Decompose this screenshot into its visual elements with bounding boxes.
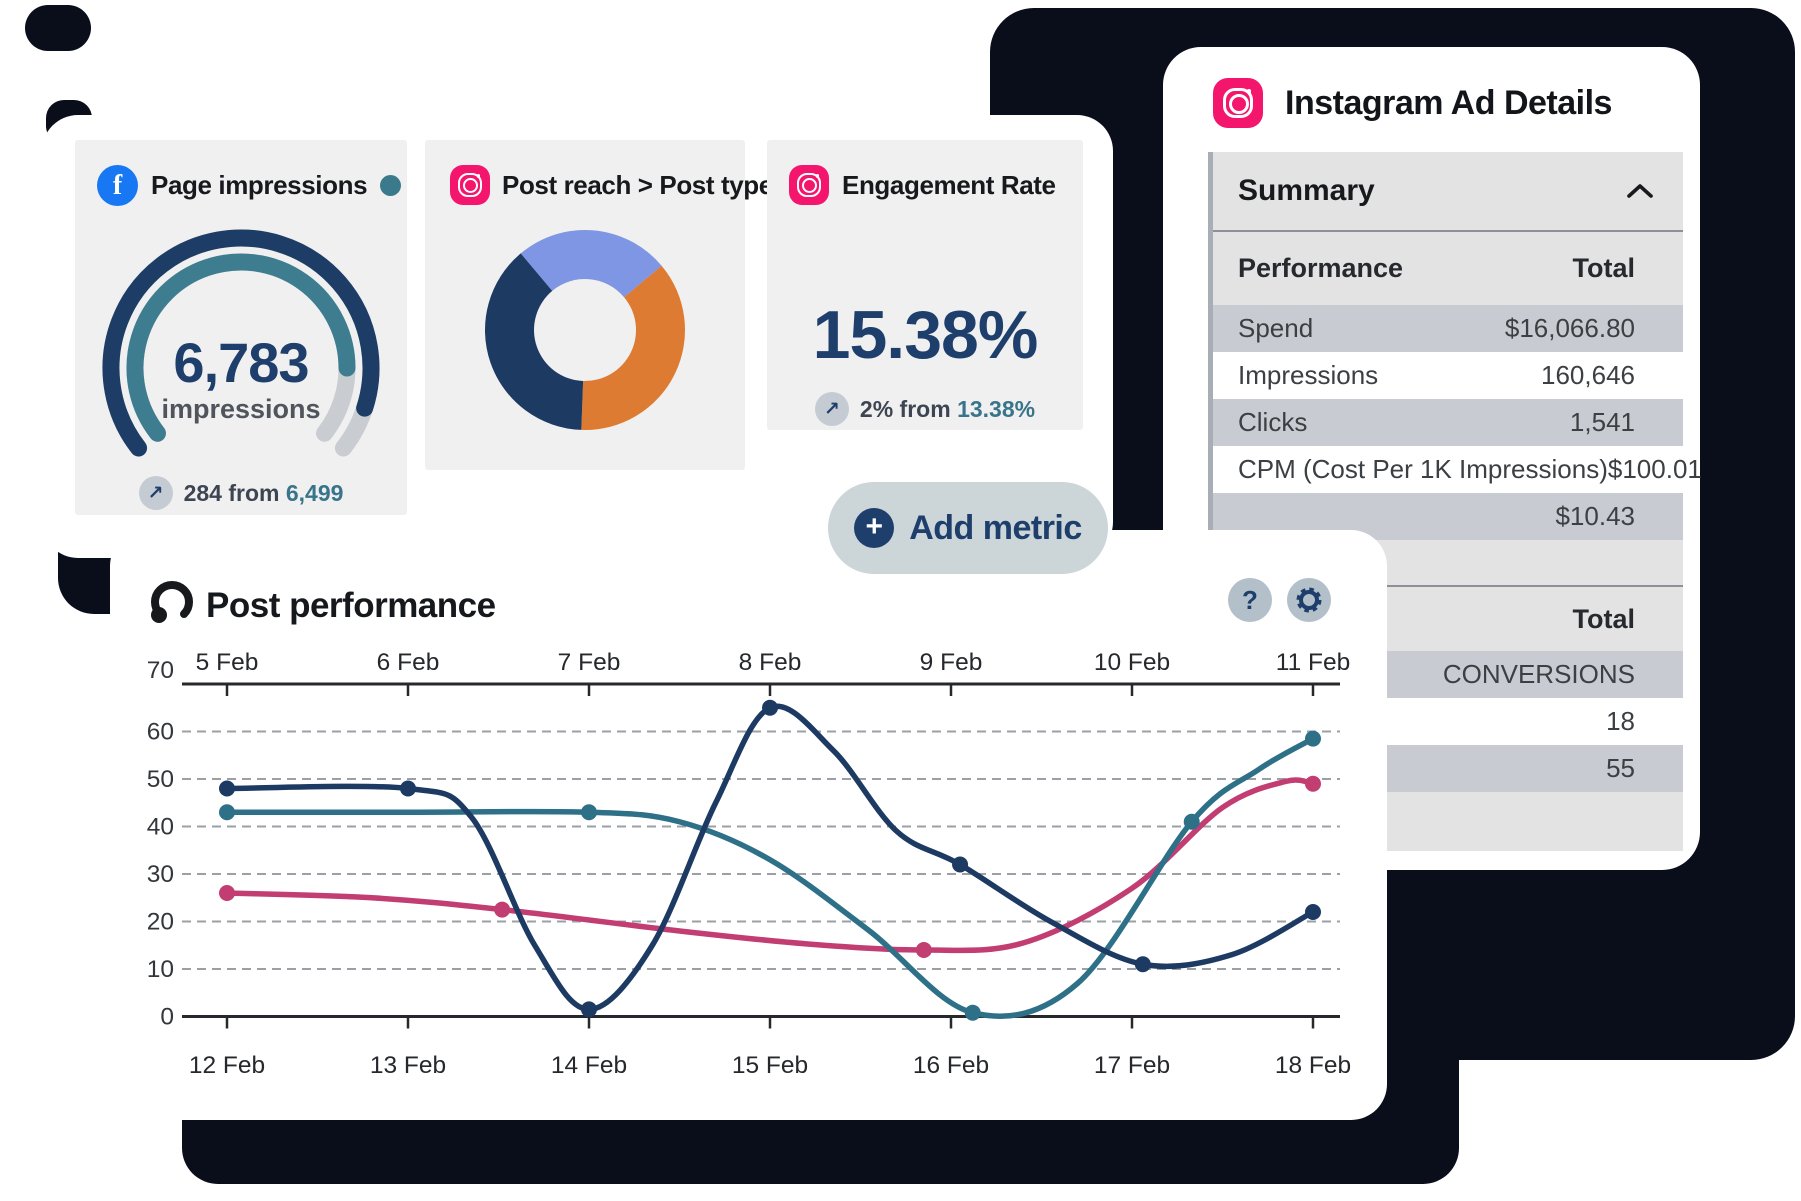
column-label: Performance — [1238, 253, 1404, 283]
svg-text:40: 40 — [147, 814, 174, 841]
engagement-rate-value: 15.38% — [812, 297, 1039, 373]
trend-up-icon: ↗ — [138, 476, 173, 510]
impressions-unit: impressions — [161, 394, 321, 424]
svg-text:7 Feb: 7 Feb — [558, 649, 621, 676]
summary-section-header[interactable]: Summary — [1213, 152, 1683, 230]
svg-text:20: 20 — [147, 909, 174, 936]
table-row: Impressions 160,646 — [1213, 352, 1683, 399]
row-label: CPM (Cost Per 1K Impressions) — [1238, 454, 1608, 484]
svg-text:17 Feb: 17 Feb — [1094, 1052, 1170, 1079]
instagram-icon — [450, 165, 490, 205]
svg-text:0: 0 — [160, 1004, 174, 1031]
svg-text:60: 60 — [147, 719, 174, 746]
add-metric-label: Add metric — [909, 508, 1082, 547]
row-value: $16,066.80 — [1504, 313, 1635, 343]
page-impressions-tile[interactable]: f Page impressions 6,783 impressions ↗ 2… — [75, 140, 407, 515]
svg-text:8 Feb: 8 Feb — [739, 649, 802, 676]
tile-title: Engagement Rate — [842, 169, 1056, 200]
performance-column-header: Performance Total — [1213, 232, 1683, 305]
row-value: 55 — [1606, 753, 1635, 783]
svg-text:70: 70 — [147, 657, 174, 684]
svg-text:11 Feb: 11 Feb — [1276, 649, 1350, 676]
question-mark-icon: ? — [1242, 584, 1258, 615]
column-total-label: Total — [1572, 253, 1636, 283]
table-row: CPM (Cost Per 1K Impressions) $100.01 — [1213, 446, 1702, 493]
row-value: $10.43 — [1555, 501, 1635, 531]
add-metric-button[interactable]: + Add metric — [828, 482, 1108, 574]
row-value: 160,646 — [1541, 360, 1635, 390]
svg-text:10 Feb: 10 Feb — [1094, 649, 1170, 676]
divider — [1213, 230, 1683, 232]
svg-text:9 Feb: 9 Feb — [920, 649, 983, 676]
svg-text:18 Feb: 18 Feb — [1275, 1052, 1351, 1079]
instagram-icon — [789, 165, 829, 205]
row-value: 18 — [1606, 706, 1635, 736]
help-button[interactable]: ? — [1228, 578, 1272, 622]
svg-text:50: 50 — [147, 766, 174, 793]
row-label: Spend — [1238, 313, 1314, 343]
svg-text:15 Feb: 15 Feb — [732, 1052, 808, 1079]
impressions-delta: 284 from 6,499 — [183, 479, 344, 506]
series-color-dot-icon — [380, 175, 402, 196]
chart-title: Post performance — [206, 586, 496, 625]
row-value: $100.01 — [1607, 454, 1702, 484]
svg-text:10: 10 — [147, 956, 174, 983]
post-performance-card: Post performance ? 5 Feb 6 Feb 7 Feb 8 Feb 9… — [110, 530, 1387, 1120]
svg-text:30: 30 — [147, 861, 174, 888]
table-row: Clicks 1,541 — [1213, 399, 1683, 446]
chevron-up-icon[interactable] — [1625, 182, 1655, 200]
instagram-icon — [1213, 78, 1263, 128]
trend-up-icon: ↗ — [814, 392, 849, 426]
svg-text:14 Feb: 14 Feb — [551, 1052, 627, 1079]
svg-text:12 Feb: 12 Feb — [189, 1052, 265, 1079]
row-label: Clicks — [1238, 407, 1308, 437]
column-total-label: Total — [1572, 603, 1636, 634]
plus-icon: + — [854, 508, 895, 548]
svg-text:5 Feb: 5 Feb — [196, 649, 259, 676]
performance-rows: Spend $16,066.80 Impressions 160,646 Clicks 1… — [1213, 305, 1702, 540]
svg-text:13 Feb: 13 Feb — [370, 1052, 446, 1079]
row-value: 1,541 — [1569, 407, 1635, 437]
metrics-card: f Page impressions 6,783 impressions ↗ 2… — [42, 115, 1113, 558]
impressions-gauge-chart — [102, 229, 380, 457]
post-reach-tile[interactable]: Post reach > Post type — [425, 140, 773, 470]
facebook-icon: f — [97, 165, 138, 206]
table-row: Spend $16,066.80 — [1213, 305, 1683, 352]
tile-title: Post reach > Post type — [502, 169, 773, 200]
gear-icon — [1296, 587, 1322, 613]
post-type-donut-chart — [485, 229, 685, 430]
tile-title: Page impressions — [151, 170, 368, 200]
engagement-rate-tile[interactable]: Engagement Rate 15.38% ↗ 2% from 13.38% — [767, 140, 1083, 430]
impressions-value: 6,783 — [173, 331, 309, 394]
svg-text:16 Feb: 16 Feb — [913, 1052, 989, 1079]
row-label: Impressions — [1238, 360, 1379, 390]
svg-text:6 Feb: 6 Feb — [377, 649, 440, 676]
decor-corner-shape — [25, 5, 91, 51]
summary-label: Summary — [1238, 174, 1375, 207]
panel-title: Instagram Ad Details — [1285, 83, 1612, 122]
gauge-icon — [151, 580, 193, 623]
row-value: CONVERSIONS — [1442, 659, 1635, 689]
engagement-delta: 2% from 13.38% — [859, 395, 1036, 422]
settings-button[interactable] — [1287, 578, 1331, 622]
divider — [1213, 585, 1683, 587]
